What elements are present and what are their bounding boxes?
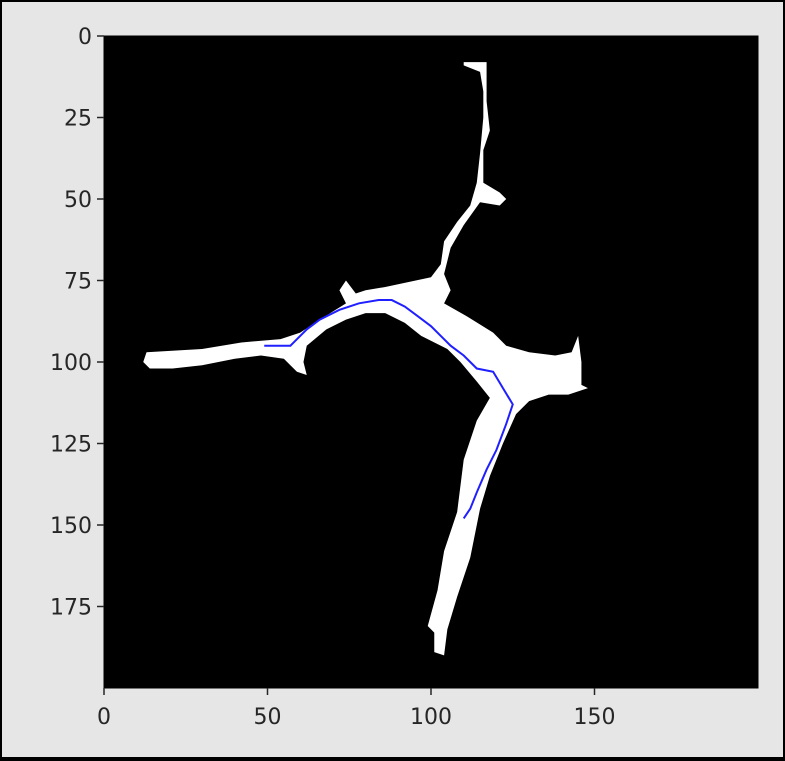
y-axis: 0 25 50 75 100 125 150 175 — [50, 25, 104, 621]
y-tick-label: 0 — [78, 25, 92, 50]
y-tick-label: 100 — [50, 351, 92, 376]
x-tick-label: 150 — [574, 705, 616, 730]
segmentation-mask — [143, 62, 588, 656]
y-tick-label: 175 — [50, 596, 92, 621]
y-tick-label: 150 — [50, 514, 92, 539]
y-tick-label: 50 — [64, 188, 92, 213]
y-tick-label: 125 — [50, 433, 92, 458]
x-tick-label: 100 — [410, 705, 452, 730]
skeleton-path-line — [264, 299, 514, 520]
x-tick-label: 0 — [97, 705, 111, 730]
x-tick-label: 50 — [254, 705, 282, 730]
y-tick-label: 25 — [64, 107, 92, 132]
y-tick-label: 75 — [64, 270, 92, 295]
x-axis: 0 50 100 150 — [97, 688, 616, 730]
